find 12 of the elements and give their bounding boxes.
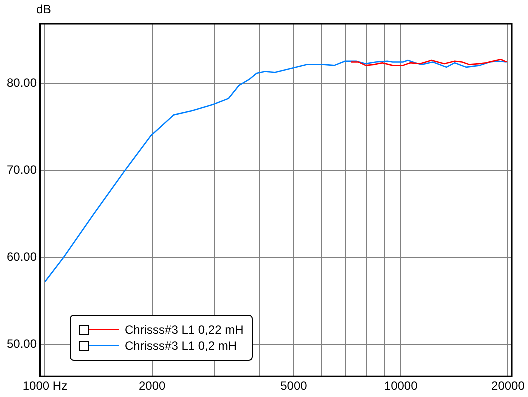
y-tick-label: 60.00 <box>7 250 38 264</box>
x-tick-label: 1000 Hz <box>22 379 68 394</box>
legend-label: Chrisss#3 L1 0,22 mH <box>125 322 244 337</box>
x-tick-label: 10000 <box>384 379 418 394</box>
y-tick-label: 70.00 <box>7 163 38 178</box>
x-tick-label: 20000 <box>492 379 526 394</box>
legend-label: Chrisss#3 L1 0,2 mH <box>125 338 238 353</box>
y-tick-label: 50.00 <box>7 336 38 351</box>
x-tick-label: 5000 <box>280 379 308 394</box>
y-axis-title: dB <box>36 2 52 16</box>
x-tick-label: 2000 <box>138 379 166 394</box>
y-tick-label: 80.00 <box>7 76 38 90</box>
